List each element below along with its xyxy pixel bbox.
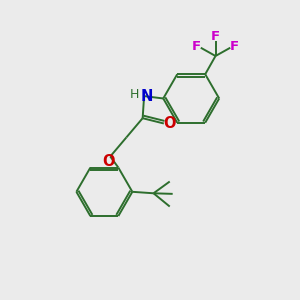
Text: F: F [192,40,201,53]
Text: O: O [103,154,115,169]
Text: F: F [211,30,220,44]
Text: N: N [140,88,153,104]
Text: O: O [163,116,175,131]
Text: F: F [230,40,239,53]
Text: H: H [130,88,140,101]
